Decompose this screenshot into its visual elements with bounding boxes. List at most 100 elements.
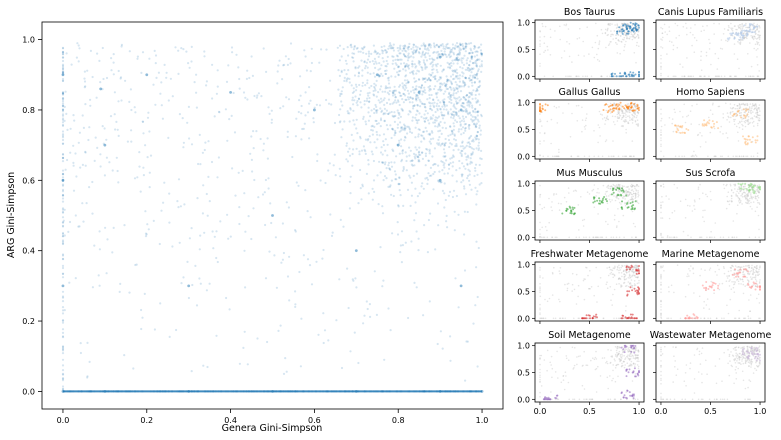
data-point	[388, 111, 391, 114]
background-point	[597, 213, 599, 215]
background-point	[604, 193, 607, 195]
data-point	[427, 218, 430, 222]
data-point	[462, 179, 465, 182]
background-point	[673, 236, 676, 239]
data-point	[452, 94, 455, 97]
data-point	[224, 108, 227, 111]
data-point	[402, 87, 405, 90]
data-point	[424, 45, 427, 48]
background-point	[589, 270, 591, 272]
background-point	[627, 185, 629, 188]
background-point	[626, 36, 628, 38]
background-point	[584, 128, 586, 130]
background-point	[695, 39, 698, 42]
data-point	[464, 47, 467, 50]
data-point	[325, 48, 328, 51]
data-point	[188, 137, 191, 140]
data-point	[432, 63, 435, 66]
background-point	[593, 155, 595, 158]
data-point	[468, 77, 471, 80]
background-point	[556, 155, 559, 158]
background-point	[633, 155, 635, 158]
data-point	[409, 176, 412, 179]
data-point	[354, 390, 358, 393]
data-point	[368, 96, 371, 100]
background-point	[633, 185, 636, 188]
background-point	[745, 75, 747, 78]
highlight-point	[629, 71, 632, 74]
background-point	[742, 155, 745, 158]
highlight-point	[614, 72, 616, 75]
background-point	[624, 264, 626, 267]
data-point	[390, 110, 393, 114]
background-point	[746, 104, 749, 106]
data-point	[61, 156, 65, 159]
background-point	[613, 102, 615, 105]
data-point	[412, 70, 415, 73]
data-point	[300, 104, 303, 108]
background-point	[730, 195, 733, 197]
data-point	[414, 45, 417, 48]
data-point	[428, 101, 431, 104]
data-point	[147, 228, 150, 231]
background-point	[758, 191, 760, 193]
highlight-point	[736, 114, 739, 117]
background-point	[636, 276, 639, 279]
background-point	[539, 307, 541, 310]
data-point	[368, 60, 372, 64]
background-point	[755, 116, 757, 118]
data-point	[470, 140, 474, 143]
background-point	[635, 35, 638, 38]
data-point	[440, 88, 443, 91]
background-point	[539, 308, 541, 311]
data-point	[426, 182, 429, 185]
background-point	[626, 192, 628, 194]
data-point	[468, 103, 471, 106]
data-point	[427, 86, 430, 89]
data-point	[407, 48, 410, 51]
data-point	[391, 47, 394, 50]
highlight-point	[727, 38, 730, 41]
background-point	[742, 26, 744, 28]
data-point	[474, 116, 478, 119]
highlight-point	[569, 206, 572, 209]
data-point	[423, 47, 426, 51]
data-point	[426, 98, 429, 101]
data-point	[461, 102, 464, 105]
background-point	[682, 230, 685, 233]
data-point	[361, 74, 364, 77]
data-point	[438, 76, 441, 79]
data-point	[61, 47, 65, 50]
data-point	[413, 155, 416, 158]
highlight-point	[679, 125, 682, 128]
background-point	[740, 112, 743, 114]
data-point	[128, 291, 131, 294]
background-point	[753, 35, 756, 38]
background-point	[732, 191, 735, 194]
data-point	[380, 146, 383, 149]
background-point	[605, 283, 608, 286]
data-point	[403, 139, 406, 142]
data-point	[373, 94, 376, 97]
data-point	[437, 78, 441, 81]
data-point	[424, 126, 427, 129]
data-point	[385, 69, 388, 72]
data-point	[422, 117, 425, 120]
background-point	[746, 26, 749, 29]
data-point	[480, 54, 483, 57]
highlight-point	[737, 182, 740, 185]
background-point	[732, 107, 734, 109]
background-point	[621, 109, 624, 112]
highlight-point	[752, 185, 755, 188]
data-point	[446, 46, 449, 50]
background-point	[606, 28, 609, 31]
data-point	[250, 158, 253, 161]
background-point	[597, 124, 600, 126]
data-point	[448, 79, 451, 82]
data-point	[187, 390, 191, 393]
background-point	[660, 108, 662, 111]
data-point	[165, 71, 168, 74]
background-point	[616, 268, 618, 271]
data-point	[461, 71, 464, 74]
data-point	[352, 60, 355, 63]
